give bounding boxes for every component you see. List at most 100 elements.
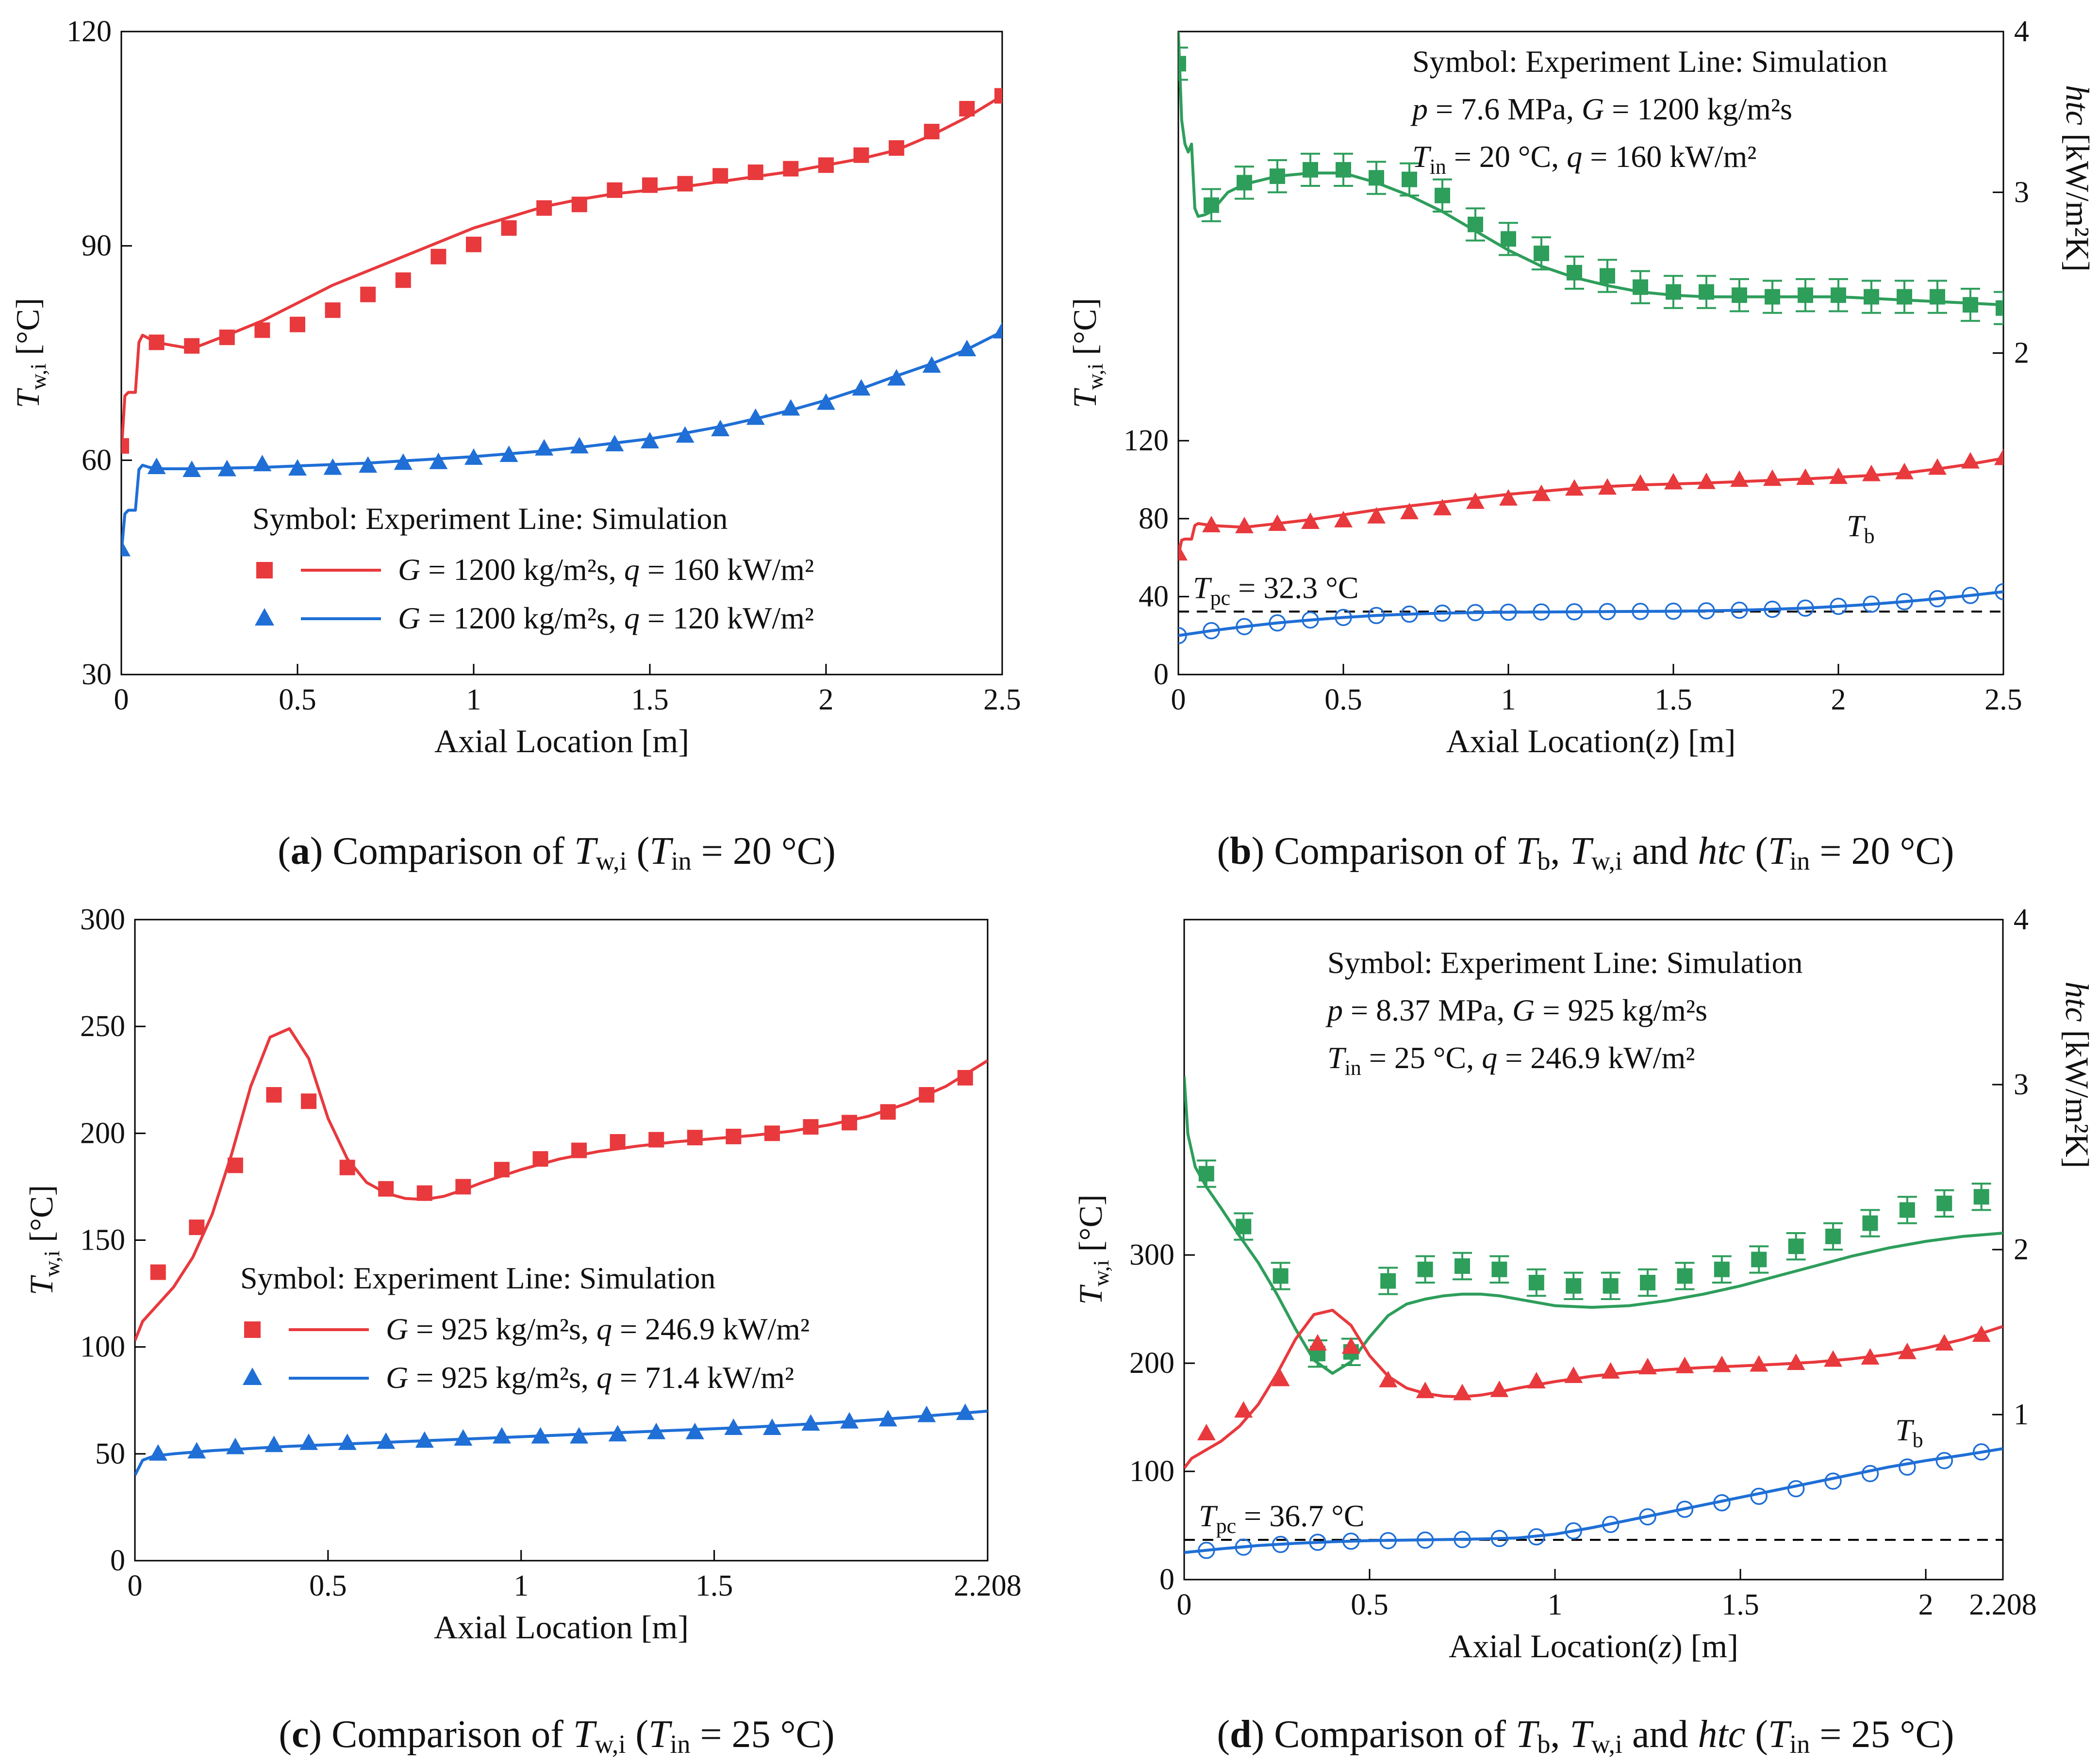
tb-label-d: Tb bbox=[1895, 1413, 1923, 1452]
marker-circle-b bbox=[1797, 599, 1814, 617]
marker-square-d bbox=[1751, 1252, 1767, 1268]
tpc-label-b: Tpc = 32.3 °C bbox=[1193, 570, 1359, 610]
marker-triangle-a bbox=[711, 420, 730, 437]
marker-triangle-c bbox=[724, 1418, 743, 1435]
marker-square-d bbox=[1677, 1268, 1693, 1284]
marker-square-a bbox=[642, 177, 658, 193]
marker-square-c bbox=[764, 1125, 780, 1141]
marker-circle-b bbox=[1236, 618, 1253, 635]
marker-square-d bbox=[1236, 1219, 1252, 1235]
marker-triangle-c bbox=[226, 1437, 245, 1454]
y-tick-label-a: 60 bbox=[82, 444, 112, 477]
marker-square-a bbox=[184, 338, 200, 354]
marker-triangle-c bbox=[187, 1442, 206, 1459]
y-tick-label-d: 0 bbox=[1159, 1563, 1174, 1596]
marker-triangle-b bbox=[1895, 462, 1914, 479]
marker-triangle-b bbox=[1334, 511, 1353, 528]
marker-square-a bbox=[853, 147, 869, 163]
marker-circle-b bbox=[1863, 595, 1880, 613]
marker-triangle-b bbox=[1400, 502, 1419, 519]
y2-tick-label-d: 4 bbox=[2014, 903, 2029, 936]
marker-triangle-d bbox=[1416, 1382, 1435, 1399]
y-tick-label-d: 300 bbox=[1129, 1238, 1174, 1271]
annotation-conditions-b: p = 7.6 MPa, G = 1200 kg/m²s bbox=[1410, 92, 1792, 126]
marker-square-d bbox=[1936, 1195, 1952, 1211]
annotation-conditions-d: p = 8.37 MPa, G = 925 kg/m²s bbox=[1325, 993, 1707, 1027]
marker-square-b bbox=[1303, 162, 1318, 178]
marker-triangle-d bbox=[1898, 1342, 1917, 1359]
y-tick-label-c: 150 bbox=[80, 1224, 125, 1257]
marker-triangle-b bbox=[1697, 472, 1716, 489]
marker-circle-b bbox=[1434, 604, 1451, 622]
marker-triangle-d bbox=[1527, 1372, 1546, 1388]
legend-header-c: Symbol: Experiment Line: Simulation bbox=[240, 1261, 715, 1295]
marker-triangle-d bbox=[1490, 1380, 1509, 1397]
legend-marker-c bbox=[244, 1321, 261, 1338]
marker-circle-d bbox=[1824, 1472, 1842, 1490]
y2-tick-label-b: 3 bbox=[2014, 176, 2029, 209]
marker-square-b bbox=[1633, 279, 1648, 295]
marker-square-c bbox=[150, 1264, 166, 1280]
x-tick-label-d: 0.5 bbox=[1351, 1588, 1388, 1621]
tpc-label-d: Tpc = 36.7 °C bbox=[1199, 1499, 1365, 1538]
legend-entry-c: G = 925 kg/m²s, q = 246.9 kW/m² bbox=[386, 1312, 810, 1346]
marker-triangle-b bbox=[1994, 448, 2003, 465]
marker-circle-d bbox=[1787, 1480, 1805, 1498]
plot-area-c bbox=[135, 1027, 988, 1476]
x-tick-label-c: 0.5 bbox=[309, 1569, 347, 1602]
marker-square-a bbox=[219, 330, 235, 346]
marker-square-b bbox=[1930, 289, 1945, 305]
marker-triangle-a bbox=[746, 408, 765, 425]
marker-triangle-b bbox=[1961, 452, 1980, 469]
marker-square-c bbox=[648, 1132, 664, 1148]
plot-area-a bbox=[121, 88, 1002, 557]
annotation-inlet-b: Tin = 20 °C, q = 160 kW/m² bbox=[1412, 139, 1756, 179]
marker-triangle-d bbox=[1675, 1356, 1694, 1373]
marker-circle-d bbox=[1342, 1533, 1360, 1550]
marker-triangle-b bbox=[1301, 512, 1320, 529]
marker-triangle-a bbox=[535, 439, 554, 456]
marker-square-d bbox=[1566, 1278, 1582, 1294]
marker-circle-b bbox=[1401, 605, 1418, 623]
marker-circle-b bbox=[1203, 622, 1220, 640]
tb-label-b: Tb bbox=[1847, 509, 1875, 548]
marker-triangle-a bbox=[464, 448, 483, 465]
marker-triangle-a bbox=[605, 434, 624, 451]
marker-circle-b bbox=[1269, 614, 1286, 632]
marker-circle-b bbox=[1698, 602, 1715, 620]
marker-circle-b bbox=[1335, 609, 1352, 626]
marker-circle-d bbox=[1454, 1531, 1471, 1549]
marker-square-a bbox=[994, 88, 1002, 104]
marker-circle-b bbox=[1896, 593, 1913, 610]
marker-square-c bbox=[266, 1087, 282, 1103]
marker-square-b bbox=[1468, 216, 1483, 232]
x-tick-label-d: 1.5 bbox=[1721, 1588, 1759, 1621]
marker-square-c bbox=[842, 1115, 858, 1131]
x-tick-label-c: 2.208 bbox=[954, 1569, 1022, 1602]
marker-square-c bbox=[803, 1119, 819, 1135]
y2-tick-label-d: 3 bbox=[2014, 1068, 2029, 1101]
marker-square-a bbox=[607, 182, 623, 198]
marker-circle-b bbox=[1764, 600, 1781, 618]
marker-square-c bbox=[957, 1070, 973, 1086]
marker-triangle-c bbox=[647, 1422, 666, 1439]
marker-triangle-c bbox=[531, 1427, 550, 1444]
marker-triangle-a bbox=[394, 453, 413, 470]
annotation-header-d: Symbol: Experiment Line: Simulation bbox=[1327, 945, 1802, 980]
y-axis-label-d: Tw,i [°C] bbox=[1072, 1194, 1113, 1304]
marker-triangle-a bbox=[887, 369, 906, 386]
marker-square-c bbox=[610, 1134, 626, 1150]
y-tick-label-d: 200 bbox=[1129, 1347, 1174, 1380]
marker-triangle-d bbox=[1453, 1384, 1472, 1401]
x-tick-label-b: 1 bbox=[1501, 683, 1516, 716]
marker-square-a bbox=[501, 220, 517, 236]
marker-triangle-d bbox=[1824, 1350, 1843, 1367]
series-line-b-0 bbox=[1178, 32, 2003, 307]
marker-square-c bbox=[726, 1128, 742, 1144]
marker-square-b bbox=[1534, 246, 1549, 262]
x-tick-label-a: 1.5 bbox=[631, 683, 669, 716]
marker-triangle-d bbox=[1786, 1353, 1805, 1370]
marker-square-b bbox=[1369, 170, 1384, 186]
marker-circle-d bbox=[1750, 1487, 1768, 1505]
marker-square-a bbox=[395, 272, 411, 288]
